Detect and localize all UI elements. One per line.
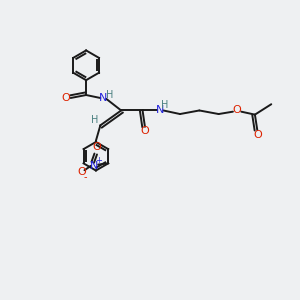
Text: N: N	[156, 105, 164, 115]
Text: N: N	[99, 93, 107, 103]
Text: +: +	[95, 157, 102, 166]
Text: H: H	[91, 115, 98, 125]
Text: O: O	[233, 106, 242, 116]
Text: H: H	[106, 90, 114, 100]
Text: O: O	[62, 93, 70, 103]
Text: O: O	[93, 142, 101, 152]
Text: O: O	[254, 130, 262, 140]
Text: O: O	[141, 126, 149, 136]
Text: H: H	[161, 100, 169, 110]
Text: O: O	[77, 167, 86, 177]
Text: N: N	[90, 161, 98, 171]
Text: -: -	[83, 172, 87, 182]
